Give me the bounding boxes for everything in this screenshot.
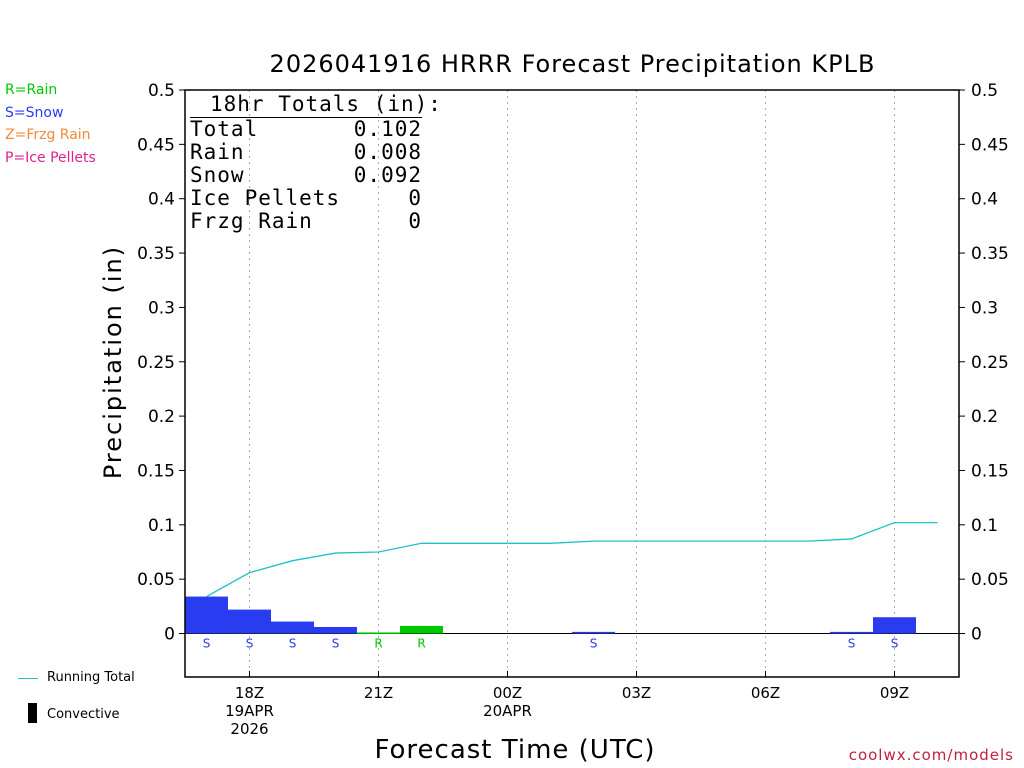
x-tick-label: 19APR xyxy=(225,702,274,720)
totals-value: 0.102 xyxy=(353,117,422,141)
totals-title: 18hr Totals (in): xyxy=(190,92,441,118)
x-axis-label: Forecast Time (UTC) xyxy=(374,735,656,765)
x-tick-label: 03Z xyxy=(622,684,651,702)
plot-frame xyxy=(184,89,960,678)
y-tick-label-right: 0.1 xyxy=(971,516,998,536)
x-tick-label: 20APR xyxy=(483,702,532,720)
y-tick-label-left: 0.4 xyxy=(148,190,175,210)
precip-type-label: R xyxy=(374,637,382,651)
totals-label: Total xyxy=(190,117,259,141)
x-tick-label: 2026 xyxy=(230,720,268,738)
totals-row-snow: Snow 0.092 xyxy=(190,164,422,187)
y-tick-label-left: 0.5 xyxy=(148,81,175,101)
y-tick-label-right: 0.25 xyxy=(971,353,1009,373)
y-tick-label-left: 0 xyxy=(164,625,175,645)
y-tick-label-left: 0.35 xyxy=(137,244,175,264)
x-tick-label: 06Z xyxy=(751,684,780,702)
running-total-line xyxy=(206,521,938,598)
totals-value: 0 xyxy=(408,186,422,210)
running-total-legend-line xyxy=(18,678,38,679)
x-tick-label: 09Z xyxy=(880,684,909,702)
y-tick-label-left: 0.2 xyxy=(148,407,175,427)
legend-ice-pellets: P=Ice Pellets xyxy=(5,150,96,166)
precip-type-label: S xyxy=(590,637,598,651)
y-tick-label-right: 0.15 xyxy=(971,461,1009,481)
x-tick-label: 21Z xyxy=(364,684,393,702)
precip-type-label: S xyxy=(332,637,340,651)
precip-bar xyxy=(357,632,400,634)
precip-type-label: R xyxy=(417,637,425,651)
precip-type-label: S xyxy=(246,637,254,651)
legend-snow: S=Snow xyxy=(5,105,64,121)
totals-label: Rain xyxy=(190,140,245,164)
precip-bar xyxy=(873,617,916,634)
totals-value: 0.092 xyxy=(353,163,422,187)
y-tick-label-right: 0.35 xyxy=(971,244,1009,264)
convective-legend-swatch xyxy=(28,703,37,723)
totals-row-total: Total 0.102 xyxy=(190,118,422,141)
y-tick-label-left: 0.1 xyxy=(148,516,175,536)
y-tick-label-left: 0.15 xyxy=(137,461,175,481)
running-total-legend-label: Running Total xyxy=(47,670,135,685)
totals-row-ice-pellets: Ice Pellets 0 xyxy=(190,187,422,210)
totals-row-rain: Rain 0.008 xyxy=(190,141,422,164)
y-tick-label-right: 0.45 xyxy=(971,135,1009,155)
x-tick-label: 00Z xyxy=(493,684,522,702)
precip-type-label: S xyxy=(203,637,211,651)
precip-bar xyxy=(228,609,271,634)
y-tick-label-right: 0.3 xyxy=(971,298,998,318)
totals-value: 0 xyxy=(408,209,422,233)
y-tick-label-right: 0.05 xyxy=(971,570,1009,590)
y-tick-label-right: 0.2 xyxy=(971,407,998,427)
y-tick-label-right: 0.4 xyxy=(971,190,998,210)
precip-bar xyxy=(830,631,873,634)
legend-rain: R=Rain xyxy=(5,82,58,98)
precip-bar xyxy=(572,631,615,634)
totals-label: Frzg Rain xyxy=(190,209,313,233)
totals-box: 18hr Totals (in): Total 0.102 Rain 0.008… xyxy=(190,92,441,233)
totals-label: Ice Pellets xyxy=(190,186,341,210)
precip-type-label: S xyxy=(289,637,297,651)
totals-row-frzg-rain: Frzg Rain 0 xyxy=(190,210,422,233)
y-tick-label-right: 0.5 xyxy=(971,81,998,101)
y-tick-label-left: 0.25 xyxy=(137,353,175,373)
precip-bar xyxy=(185,596,228,634)
y-tick-label-right: 0 xyxy=(971,625,982,645)
y-tick-label-left: 0.05 xyxy=(137,570,175,590)
convective-legend-label: Convective xyxy=(47,707,120,722)
totals-label: Snow xyxy=(190,163,245,187)
x-tick-label: 18Z xyxy=(235,684,264,702)
precip-type-label: S xyxy=(891,637,899,651)
precip-type-label: S xyxy=(848,637,856,651)
totals-value: 0.008 xyxy=(353,140,422,164)
legend-frzg-rain: Z=Frzg Rain xyxy=(5,127,91,143)
y-tick-label-left: 0.45 xyxy=(137,135,175,155)
precip-bar xyxy=(400,625,443,634)
chart-title: 2026041916 HRRR Forecast Precipitation K… xyxy=(269,50,876,78)
credit-text[interactable]: coolwx.com/models xyxy=(848,746,1014,764)
precip-bar xyxy=(314,626,357,634)
precip-bar xyxy=(271,621,314,634)
y-tick-label-left: 0.3 xyxy=(148,298,175,318)
